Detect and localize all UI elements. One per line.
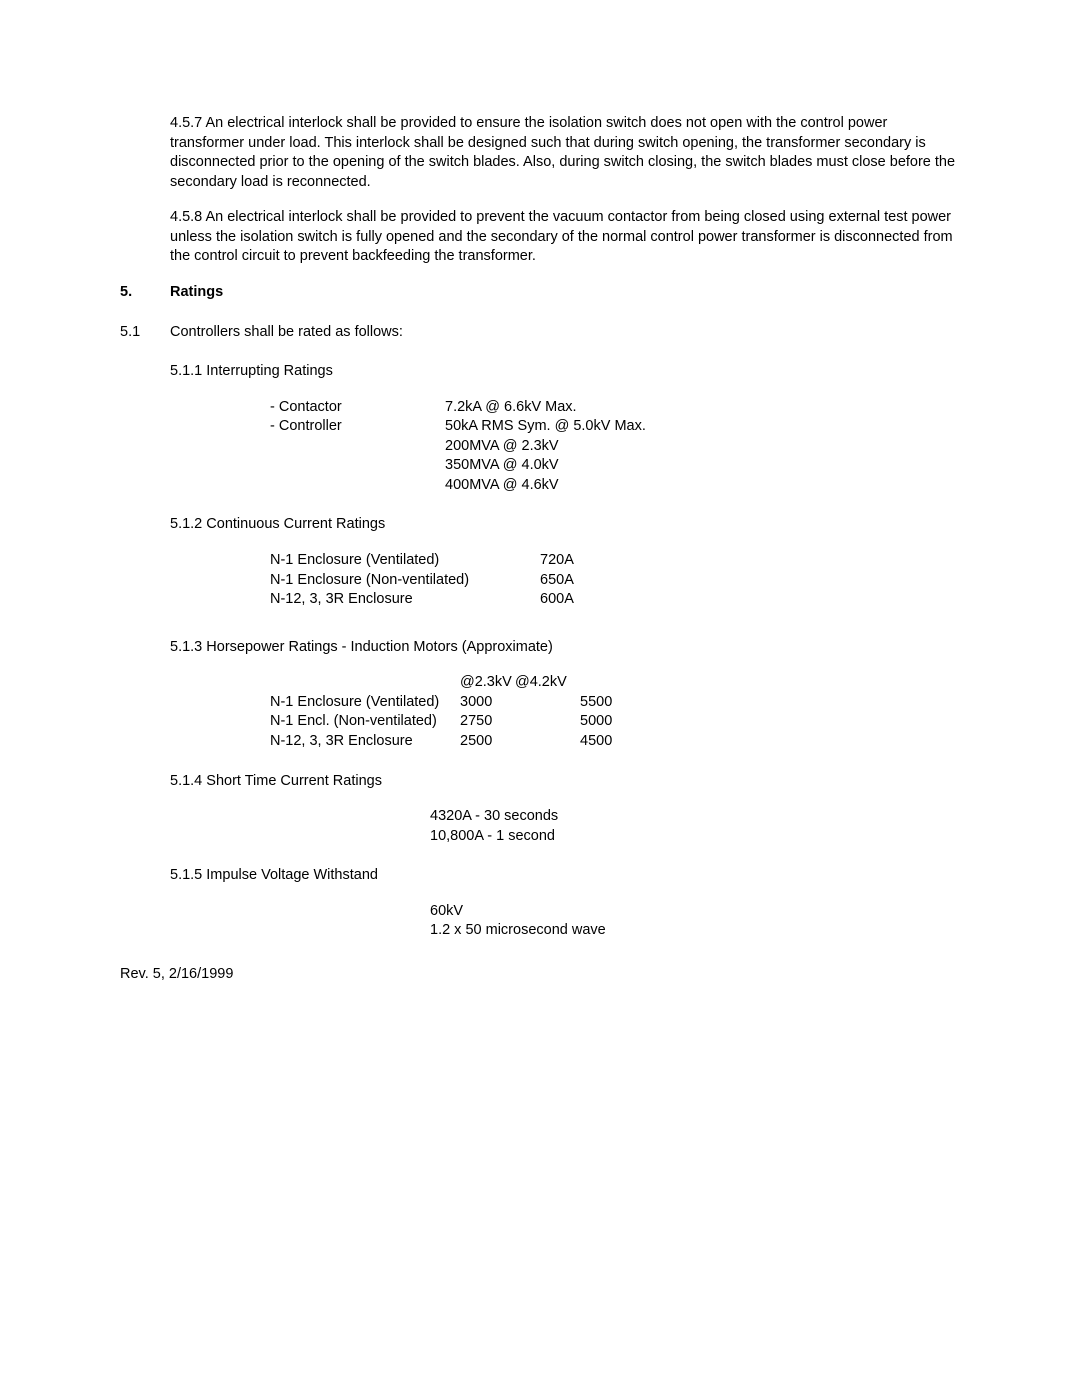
heading-511: 5.1.1 Interrupting Ratings xyxy=(170,362,960,382)
empty-cell xyxy=(270,456,445,476)
table-header: @2.3kV @4.2kV xyxy=(270,673,960,693)
hp-header-23kv: @2.3kV xyxy=(460,673,515,693)
table-row: N-1 Enclosure (Ventilated) 720A xyxy=(270,551,960,571)
impulse-line-1: 1.2 x 50 microsecond wave xyxy=(430,921,960,941)
value-controller-0: 50kA RMS Sym. @ 5.0kV Max. xyxy=(445,417,646,437)
table-row: N-12, 3, 3R Enclosure 2500 4500 xyxy=(270,732,960,752)
section-5-heading: 5. Ratings xyxy=(120,283,960,303)
hp-v2-1: 5000 xyxy=(580,712,612,732)
table-row: 200MVA @ 2.3kV xyxy=(270,437,960,457)
table-interrupting-ratings: - Contactor 7.2kA @ 6.6kV Max. - Control… xyxy=(270,398,960,496)
value-controller-2: 350MVA @ 4.0kV xyxy=(445,456,559,476)
hp-header-42kv: @4.2kV xyxy=(515,673,567,693)
empty-cell xyxy=(270,476,445,496)
hp-v1-1: 2750 xyxy=(460,712,580,732)
hp-label-2: N-12, 3, 3R Enclosure xyxy=(270,732,460,752)
subsection-51: 5.1 Controllers shall be rated as follow… xyxy=(120,323,960,343)
heading-513: 5.1.3 Horsepower Ratings - Induction Mot… xyxy=(170,638,960,658)
hp-label-1: N-1 Encl. (Non-ventilated) xyxy=(270,712,460,732)
cc-label-0: N-1 Enclosure (Ventilated) xyxy=(270,551,540,571)
label-controller: - Controller xyxy=(270,417,445,437)
section-number: 5. xyxy=(120,283,170,303)
cc-label-1: N-1 Enclosure (Non-ventilated) xyxy=(270,571,540,591)
table-row: 400MVA @ 4.6kV xyxy=(270,476,960,496)
heading-515: 5.1.5 Impulse Voltage Withstand xyxy=(170,866,960,886)
hp-v2-0: 5500 xyxy=(580,693,612,713)
hp-v1-0: 3000 xyxy=(460,693,580,713)
table-row: N-12, 3, 3R Enclosure 600A xyxy=(270,590,960,610)
section-title: Ratings xyxy=(170,283,223,303)
table-continuous-current: N-1 Enclosure (Ventilated) 720A N-1 Encl… xyxy=(270,551,960,610)
cc-value-1: 650A xyxy=(540,571,574,591)
table-row: - Contactor 7.2kA @ 6.6kV Max. xyxy=(270,398,960,418)
revision-footer: Rev. 5, 2/16/1999 xyxy=(120,965,960,985)
page: 4.5.7 An electrical interlock shall be p… xyxy=(0,0,1080,1397)
hp-v2-2: 4500 xyxy=(580,732,612,752)
impulse-values: 60kV 1.2 x 50 microsecond wave xyxy=(430,902,960,941)
label-contactor: - Contactor xyxy=(270,398,445,418)
hp-label-0: N-1 Enclosure (Ventilated) xyxy=(270,693,460,713)
table-row: 350MVA @ 4.0kV xyxy=(270,456,960,476)
short-time-values: 4320A - 30 seconds 10,800A - 1 second xyxy=(430,807,960,846)
heading-512: 5.1.2 Continuous Current Ratings xyxy=(170,515,960,535)
table-row: N-1 Enclosure (Ventilated) 3000 5500 xyxy=(270,693,960,713)
value-controller-1: 200MVA @ 2.3kV xyxy=(445,437,559,457)
heading-514: 5.1.4 Short Time Current Ratings xyxy=(170,772,960,792)
paragraph-458: 4.5.8 An electrical interlock shall be p… xyxy=(170,208,960,267)
value-contactor: 7.2kA @ 6.6kV Max. xyxy=(445,398,577,418)
impulse-line-0: 60kV xyxy=(430,902,960,922)
empty-cell xyxy=(270,437,445,457)
short-time-line-1: 10,800A - 1 second xyxy=(430,827,960,847)
cc-value-2: 600A xyxy=(540,590,574,610)
table-horsepower: @2.3kV @4.2kV N-1 Enclosure (Ventilated)… xyxy=(270,673,960,751)
table-row: - Controller 50kA RMS Sym. @ 5.0kV Max. xyxy=(270,417,960,437)
subsection-text: Controllers shall be rated as follows: xyxy=(170,323,403,343)
table-row: N-1 Encl. (Non-ventilated) 2750 5000 xyxy=(270,712,960,732)
table-row: N-1 Enclosure (Non-ventilated) 650A xyxy=(270,571,960,591)
cc-value-0: 720A xyxy=(540,551,574,571)
hp-v1-2: 2500 xyxy=(460,732,580,752)
value-controller-3: 400MVA @ 4.6kV xyxy=(445,476,559,496)
short-time-line-0: 4320A - 30 seconds xyxy=(430,807,960,827)
paragraph-457: 4.5.7 An electrical interlock shall be p… xyxy=(170,114,960,192)
cc-label-2: N-12, 3, 3R Enclosure xyxy=(270,590,540,610)
hp-header-blank xyxy=(270,673,460,693)
subsection-number: 5.1 xyxy=(120,323,170,343)
